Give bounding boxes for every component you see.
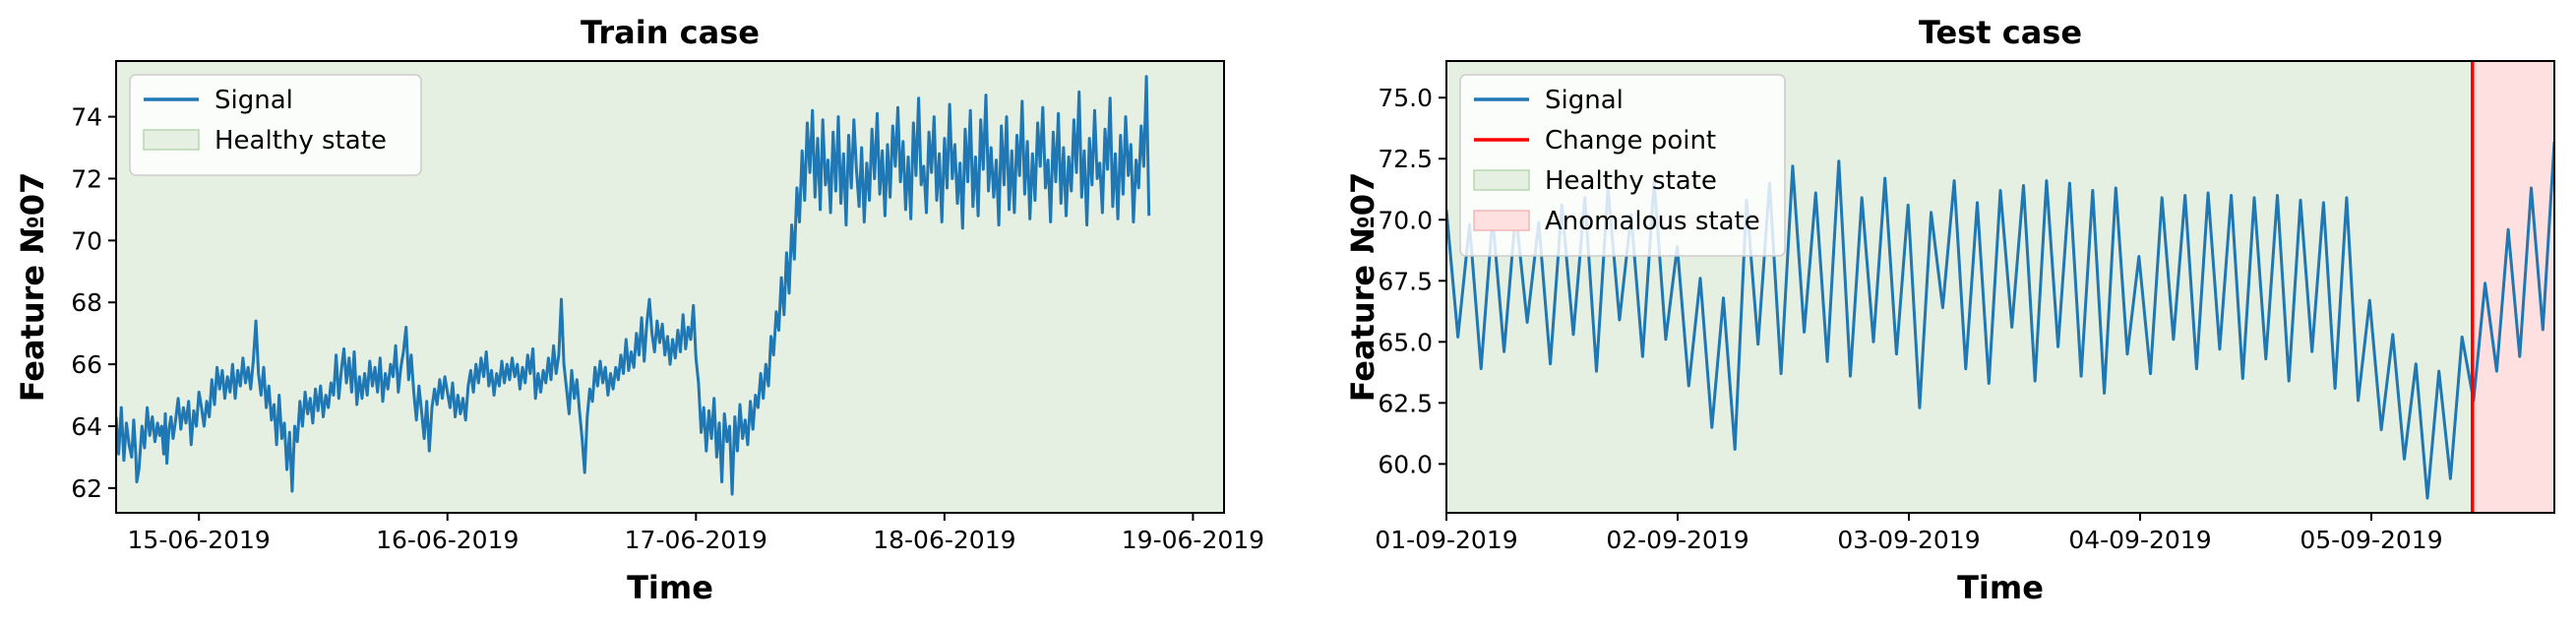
chart-title: Train case bbox=[581, 14, 760, 51]
x-tick-label: 01-09-2019 bbox=[1375, 526, 1517, 554]
x-tick-label: 05-09-2019 bbox=[2300, 526, 2442, 554]
x-tick-label: 04-09-2019 bbox=[2068, 526, 2211, 554]
y-tick-label: 70.0 bbox=[1378, 206, 1433, 234]
legend-healthy-handle bbox=[1473, 169, 1530, 191]
x-axis-label: Time bbox=[627, 569, 713, 606]
legend-entry-label: Healthy state bbox=[1545, 166, 1717, 196]
y-tick-label: 70 bbox=[71, 226, 102, 255]
x-tick-label: 18-06-2019 bbox=[873, 526, 1015, 554]
legend-anomalous-handle bbox=[1473, 210, 1530, 231]
y-tick-label: 66 bbox=[71, 350, 102, 379]
plot-frame bbox=[115, 60, 1225, 514]
x-tick-label: 15-06-2019 bbox=[128, 526, 271, 554]
y-tick-label: 68 bbox=[71, 288, 102, 317]
x-tick-label: 17-06-2019 bbox=[625, 526, 767, 554]
signal-line bbox=[116, 75, 1151, 496]
chart-title: Test case bbox=[1919, 14, 2082, 51]
legend-entry-label: Signal bbox=[215, 86, 293, 115]
x-tick-label: 16-06-2019 bbox=[376, 526, 519, 554]
y-tick-label: 67.5 bbox=[1378, 267, 1433, 295]
y-axis-label: Feature №07 bbox=[14, 172, 51, 403]
chart-train: 62 64 66 68 70 72 74 15-06-2019 16-06-2019 17-06-… bbox=[14, 14, 1264, 606]
legend-entry-label: Healthy state bbox=[215, 126, 387, 156]
x-tick-label: 03-09-2019 bbox=[1837, 526, 1980, 554]
legend-entry-label: Change point bbox=[1545, 126, 1716, 156]
y-tick-label: 75.0 bbox=[1378, 84, 1433, 112]
plot-frame bbox=[1445, 60, 2555, 514]
y-tick-label: 64 bbox=[71, 412, 102, 441]
y-tick-label: 74 bbox=[71, 103, 102, 132]
chart-test: 60.0 62.5 65.0 67.5 70.0 72.5 75.0 01-09-2019 02… bbox=[1344, 14, 2555, 606]
legend-entry-label: Signal bbox=[1545, 86, 1624, 115]
legend-entry-label: Anomalous state bbox=[1545, 207, 1760, 236]
y-tick-label: 72 bbox=[71, 164, 102, 193]
x-tick-label: 02-09-2019 bbox=[1606, 526, 1748, 554]
y-tick-label: 62 bbox=[71, 474, 102, 503]
legend-healthy-handle bbox=[143, 129, 200, 151]
y-axis-label: Feature №07 bbox=[1344, 172, 1381, 403]
y-tick-label: 65.0 bbox=[1378, 328, 1433, 356]
y-tick-label: 60.0 bbox=[1378, 450, 1433, 478]
x-axis-label: Time bbox=[1957, 569, 2044, 606]
legend-box bbox=[1459, 74, 1786, 257]
y-tick-label: 62.5 bbox=[1378, 389, 1433, 417]
y-tick-label: 72.5 bbox=[1378, 145, 1433, 173]
x-tick-label: 19-06-2019 bbox=[1122, 526, 1264, 554]
legend-box bbox=[129, 74, 422, 176]
